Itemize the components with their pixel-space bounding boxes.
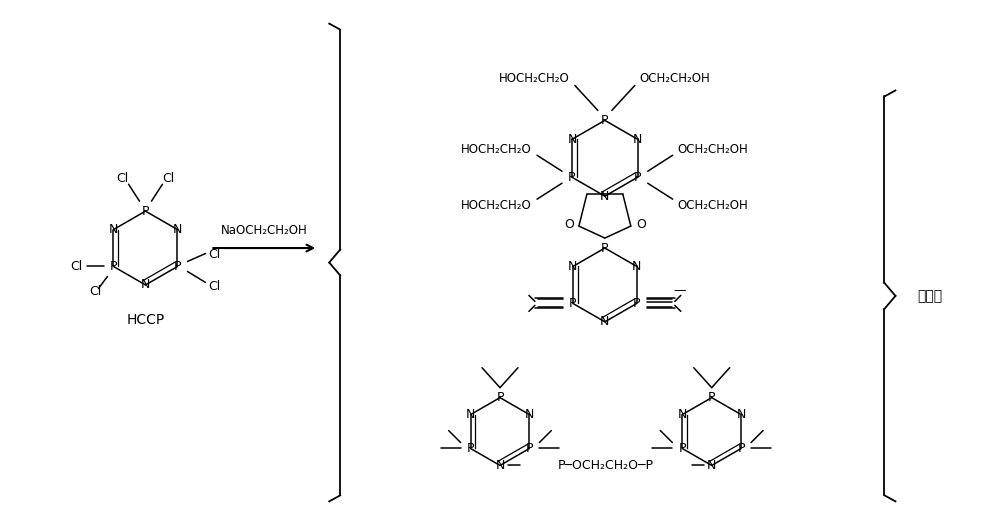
Text: P: P: [633, 297, 641, 310]
Text: —: —: [674, 284, 686, 297]
Text: 副产物: 副产物: [917, 289, 943, 303]
Text: N: N: [141, 278, 150, 291]
Text: P: P: [708, 391, 715, 404]
Text: N: N: [109, 223, 118, 236]
Text: P: P: [601, 241, 609, 254]
Text: OCH₂CH₂OH: OCH₂CH₂OH: [640, 72, 711, 85]
Text: P: P: [496, 391, 504, 404]
Text: P: P: [142, 205, 149, 218]
Text: Cl: Cl: [89, 285, 102, 298]
Text: P: P: [526, 442, 533, 455]
Text: P: P: [634, 171, 641, 184]
Text: N: N: [495, 459, 505, 472]
Text: N: N: [678, 408, 687, 421]
Text: P: P: [601, 114, 609, 127]
Text: Cl: Cl: [116, 172, 129, 185]
Text: N: N: [632, 260, 642, 273]
Text: P: P: [679, 442, 686, 455]
Text: N: N: [525, 408, 534, 421]
Text: O: O: [636, 217, 646, 230]
Text: O: O: [564, 217, 574, 230]
Text: N: N: [466, 408, 475, 421]
Text: N: N: [567, 133, 577, 146]
Text: NaOCH₂CH₂OH: NaOCH₂CH₂OH: [221, 224, 308, 237]
Text: HOCH₂CH₂O: HOCH₂CH₂O: [461, 199, 532, 212]
Text: P: P: [568, 171, 576, 184]
Text: N: N: [600, 190, 610, 203]
Text: N: N: [568, 260, 578, 273]
Text: P: P: [174, 260, 181, 273]
Text: Cl: Cl: [70, 260, 83, 273]
Text: HOCH₂CH₂O: HOCH₂CH₂O: [499, 72, 570, 85]
Text: P: P: [737, 442, 745, 455]
Text: P: P: [569, 297, 577, 310]
Text: P: P: [110, 260, 117, 273]
Text: OCH₂CH₂OH: OCH₂CH₂OH: [678, 143, 748, 156]
Text: N: N: [173, 223, 182, 236]
Text: N: N: [736, 408, 746, 421]
Text: HOCH₂CH₂O: HOCH₂CH₂O: [461, 143, 532, 156]
Text: HCCP: HCCP: [126, 313, 165, 327]
Text: P─OCH₂CH₂O─P: P─OCH₂CH₂O─P: [558, 459, 654, 472]
Text: N: N: [600, 315, 610, 328]
Text: Cl: Cl: [208, 248, 221, 261]
Text: P: P: [467, 442, 474, 455]
Text: OCH₂CH₂OH: OCH₂CH₂OH: [678, 199, 748, 212]
Text: Cl: Cl: [208, 280, 221, 293]
Text: Cl: Cl: [162, 172, 175, 185]
Text: N: N: [633, 133, 642, 146]
Text: N: N: [707, 459, 716, 472]
